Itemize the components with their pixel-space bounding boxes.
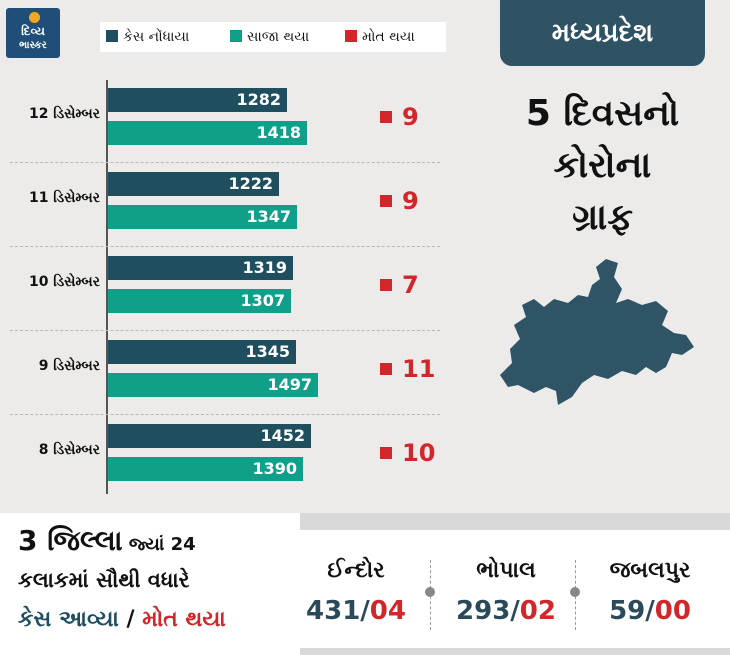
legend-swatch-cases	[106, 30, 118, 42]
bar-value-recovered: 1347	[246, 207, 291, 226]
city-deaths-jabalpur: 00	[654, 596, 691, 626]
bar-value-cases: 1452	[260, 426, 305, 445]
city-numbers-indore: 431/04	[286, 596, 426, 626]
chart-legend: કેસ નોંધાયા સાજા થયા મોત થયા	[100, 22, 446, 52]
headline: 5 દિવસનો કોરોના ગ્રાફ	[505, 88, 700, 244]
footer-caption-deaths: મોત થયા	[142, 607, 226, 632]
city-sep-jabalpur: /	[645, 596, 655, 626]
headline-line-1: 5 દિવસનો	[525, 93, 680, 134]
bar-value-recovered: 1497	[267, 375, 312, 394]
city-sep-indore: /	[360, 596, 370, 626]
divya-bhaskar-logo: દિવ્ય ભાસ્કર	[6, 8, 60, 58]
footer-subheading: કલાકમાં સૌથી વધારે	[18, 568, 190, 592]
headline-line-2: કોરોના	[553, 145, 652, 186]
bar-recovered: 1307	[108, 289, 291, 313]
date-label: 11 ડિસેમ્બર	[28, 190, 100, 206]
city-name-bhopal: ભોપાલ	[476, 558, 536, 583]
chart-axis-line	[106, 80, 108, 494]
legend-label-deaths: મોત થયા	[362, 29, 415, 45]
bar-recovered: 1347	[108, 205, 297, 229]
legend-label-recovered: સાજા થયા	[247, 29, 310, 45]
footer-heading: 3 જિલ્લા જ્યાં 24	[18, 524, 196, 558]
death-value: 11	[402, 355, 436, 383]
bar-value-cases: 1222	[228, 174, 273, 193]
bar-cases: 1345	[108, 340, 296, 364]
date-label: 12 ડિસેમ્બર	[28, 106, 100, 122]
date-label: 8 ડિસેમ્બર	[38, 442, 100, 458]
legend-item-deaths: મોત થયા	[345, 22, 415, 52]
death-value: 9	[402, 187, 419, 215]
city-deaths-bhopal: 02	[519, 596, 556, 626]
legend-item-cases: કેસ નોંધાયા	[106, 22, 189, 52]
city-name-indore: ઈન્દોર	[327, 558, 385, 583]
footer-caption-cases: કેસ આવ્યા	[18, 607, 119, 632]
logo-text-line2: ભાસ્કર	[19, 40, 47, 51]
death-marker	[380, 363, 392, 375]
death-value: 7	[402, 271, 419, 299]
bar-value-cases: 1282	[236, 90, 281, 109]
row-divider	[10, 330, 440, 331]
city-numbers-bhopal: 293/02	[436, 596, 576, 626]
date-label: 9 ડિસેમ્બર	[38, 358, 100, 374]
bar-cases: 1452	[108, 424, 311, 448]
bar-value-recovered: 1390	[252, 459, 297, 478]
legend-label-cases: કેસ નોંધાયા	[123, 29, 190, 45]
death-value: 9	[402, 103, 419, 131]
death-marker	[380, 447, 392, 459]
bar-value-recovered: 1418	[256, 123, 301, 142]
logo-text-line1: દિવ્ય	[21, 24, 45, 38]
footer-right-panel	[300, 530, 730, 648]
bar-value-cases: 1345	[245, 342, 290, 361]
death-value: 10	[402, 439, 436, 467]
state-header: મધ્યપ્રદેશ	[500, 0, 705, 66]
bar-recovered: 1497	[108, 373, 318, 397]
legend-swatch-recovered	[230, 30, 242, 42]
bar-cases: 1282	[108, 88, 287, 112]
city-numbers-jabalpur: 59/00	[580, 596, 720, 626]
legend-item-recovered: સાજા થયા	[230, 22, 309, 52]
footer-left-panel	[0, 513, 300, 655]
death-marker	[380, 279, 392, 291]
footer-heading-small: જ્યાં 24	[122, 534, 196, 555]
footer-heading-big: 3 જિલ્લા	[18, 524, 123, 557]
divider-dot	[570, 587, 580, 597]
death-marker	[380, 195, 392, 207]
bar-recovered: 1390	[108, 457, 303, 481]
row-divider	[10, 414, 440, 415]
bar-cases: 1222	[108, 172, 279, 196]
city-deaths-indore: 04	[369, 596, 406, 626]
city-cases-indore: 431	[306, 596, 361, 626]
bar-value-cases: 1319	[242, 258, 287, 277]
footer-caption: કેસ આવ્યા / મોત થયા	[18, 607, 226, 632]
date-label: 10 ડિસેમ્બર	[28, 274, 100, 290]
city-cases-jabalpur: 59	[609, 596, 646, 626]
city-cases-bhopal: 293	[456, 596, 511, 626]
bar-cases: 1319	[108, 256, 293, 280]
bar-recovered: 1418	[108, 121, 307, 145]
divider-dot	[425, 587, 435, 597]
legend-swatch-deaths	[345, 30, 357, 42]
headline-line-3: ગ્રાફ	[572, 197, 633, 238]
death-marker	[380, 111, 392, 123]
bar-value-recovered: 1307	[240, 291, 285, 310]
sun-icon	[29, 12, 40, 23]
row-divider	[10, 246, 440, 247]
row-divider	[10, 162, 440, 163]
madhya-pradesh-map-icon	[500, 259, 694, 405]
city-sep-bhopal: /	[510, 596, 520, 626]
footer-caption-sep: /	[118, 607, 143, 632]
city-name-jabalpur: જબલપુર	[609, 558, 691, 583]
